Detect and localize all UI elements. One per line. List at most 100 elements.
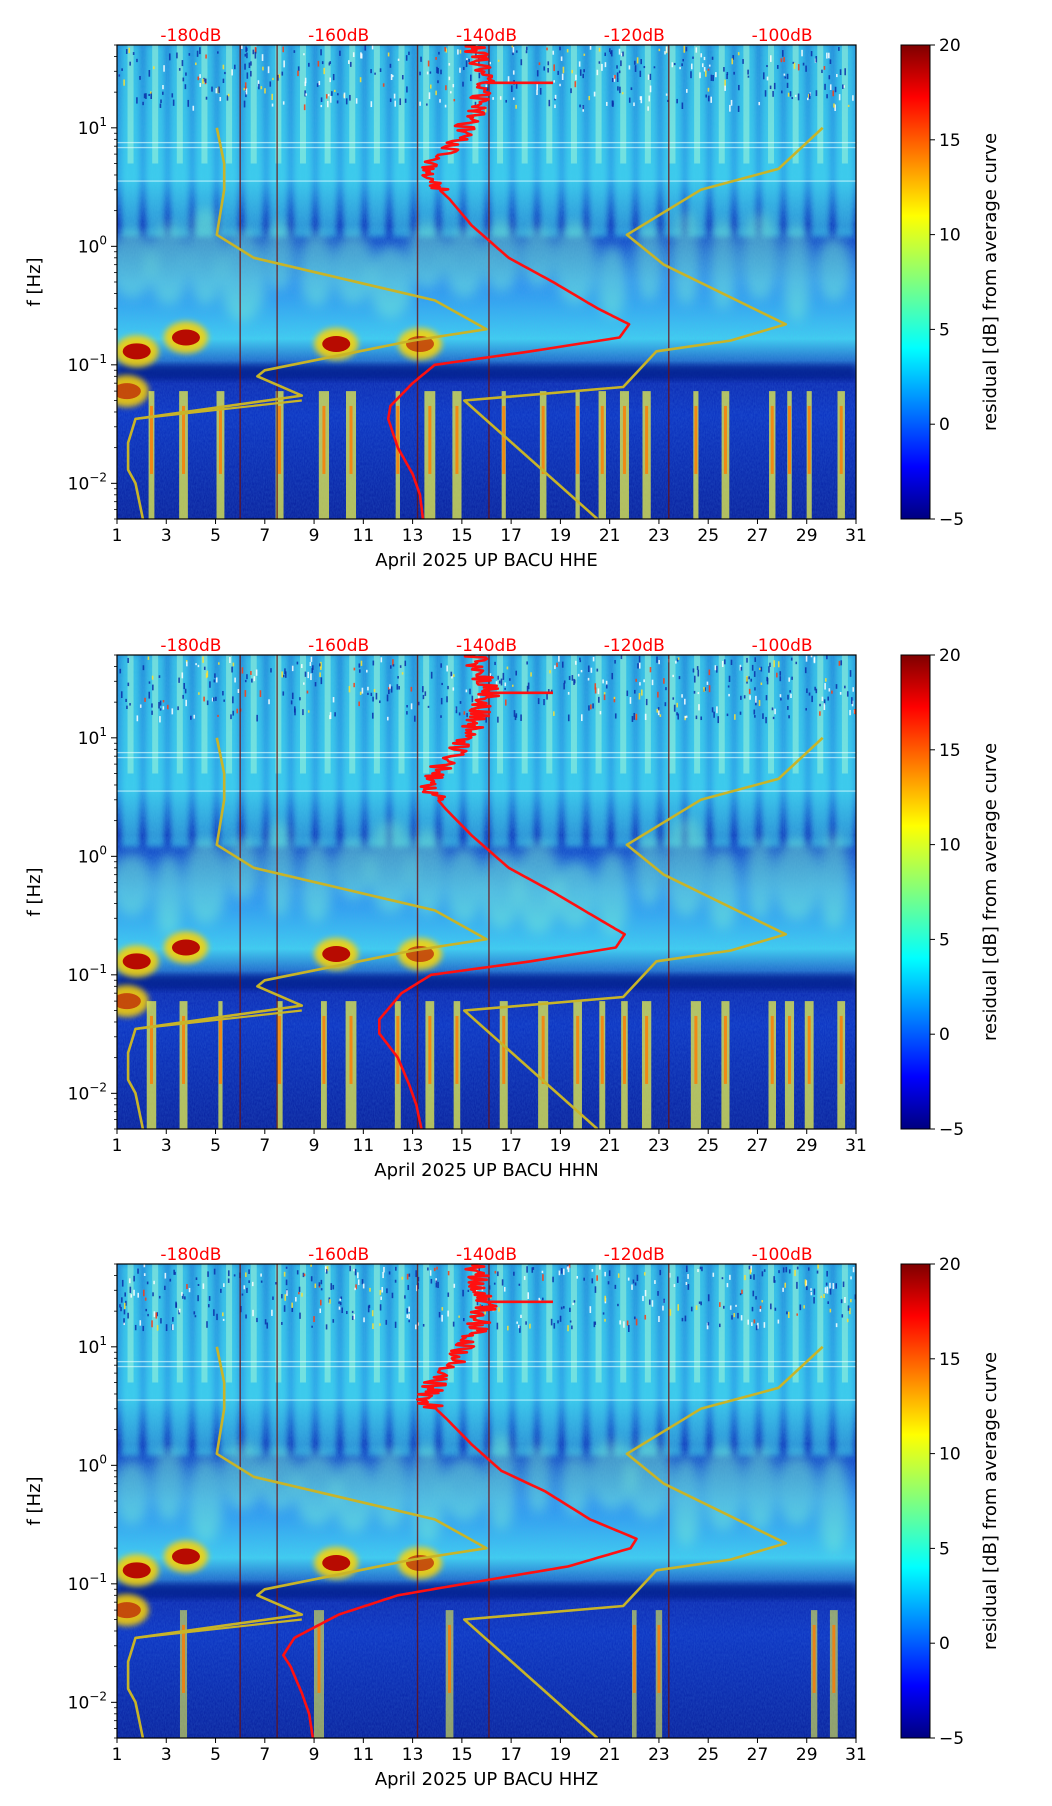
speckle — [338, 1301, 340, 1304]
speckle — [627, 1277, 630, 1281]
speckle — [386, 694, 389, 702]
speckle — [205, 54, 207, 59]
speckle — [572, 1302, 574, 1306]
speckle — [387, 52, 390, 57]
daily-noise-band — [564, 1264, 583, 1456]
speckle — [244, 53, 247, 57]
lowfreq-burst-core — [645, 405, 649, 474]
speckle — [705, 70, 707, 77]
lowfreq-burst-core — [770, 405, 774, 474]
y-tick-exponent: 1 — [99, 725, 107, 739]
speckle — [829, 59, 832, 65]
daily-noise-band — [392, 1264, 411, 1456]
speckle — [417, 701, 420, 706]
speckle — [714, 665, 717, 671]
lowfreq-burst-core — [694, 405, 698, 474]
x-tick-label: 21 — [599, 1745, 621, 1765]
average-psd-curve — [377, 655, 627, 1129]
speckle — [781, 90, 783, 94]
speckle — [497, 1271, 499, 1277]
speckle — [462, 1289, 464, 1297]
speckle — [684, 715, 687, 719]
speckle — [132, 52, 135, 55]
speckle — [653, 66, 656, 69]
speckle — [349, 1265, 351, 1272]
lowfreq-burst-core — [278, 405, 282, 474]
lowfreq-burst-core — [839, 1015, 843, 1084]
speckle — [270, 668, 272, 673]
speckle — [512, 52, 514, 56]
speckle — [826, 1270, 828, 1277]
x-tick-label: 11 — [353, 526, 375, 546]
speckle — [829, 1282, 831, 1289]
speckle — [218, 86, 220, 93]
daily-noise-band — [712, 1264, 731, 1456]
speckle — [711, 707, 714, 713]
speckle — [304, 77, 307, 84]
speckle — [329, 95, 332, 103]
speckle — [773, 660, 776, 668]
speckle — [196, 50, 199, 57]
speckle — [676, 702, 678, 708]
daily-noise-band — [466, 45, 485, 237]
daily-noise-band — [540, 1264, 559, 1456]
speckle — [162, 85, 164, 90]
speckle — [835, 1323, 838, 1328]
speckle — [747, 69, 749, 75]
lowfreq-burst-core — [455, 1015, 459, 1084]
speckle — [783, 57, 785, 62]
speckle — [793, 62, 796, 69]
speckle — [748, 688, 751, 695]
speckle — [556, 662, 558, 668]
speckle — [223, 699, 225, 702]
low-band — [117, 1583, 856, 1599]
x-tick-label: 21 — [599, 1136, 621, 1156]
speckle — [550, 689, 553, 693]
speckle — [602, 679, 604, 684]
speckle — [148, 691, 151, 699]
speckle — [475, 53, 477, 57]
speckle — [404, 1295, 406, 1299]
lowfreq-burst-core — [787, 405, 791, 474]
microseism-blob — [776, 1454, 818, 1526]
daily-noise-band — [589, 655, 608, 847]
speckle — [631, 1284, 633, 1290]
speckle — [834, 104, 836, 112]
x-tick-label: 7 — [259, 1745, 270, 1765]
y-tick-base: 10 — [68, 474, 90, 494]
speckle — [695, 715, 698, 720]
speckle — [777, 1319, 780, 1324]
speckle — [786, 82, 789, 88]
speckle — [272, 1296, 274, 1300]
speckle — [445, 85, 447, 91]
speckle — [640, 96, 643, 104]
speckle — [657, 707, 660, 711]
speckle — [651, 1300, 654, 1307]
speckle — [685, 715, 688, 718]
daily-noise-core — [718, 1264, 725, 1383]
speckle — [780, 58, 783, 63]
speckle — [782, 1287, 784, 1292]
y-tick-exponent: 0 — [99, 843, 107, 857]
speckle — [498, 680, 501, 684]
speckle — [304, 90, 306, 97]
speckle — [310, 656, 313, 662]
speckle — [125, 1300, 127, 1306]
daily-noise-band — [491, 1264, 510, 1456]
speckle — [162, 706, 165, 710]
speckle — [262, 66, 264, 71]
daily-noise-band — [663, 1264, 682, 1456]
lowfreq-burst-core — [576, 405, 580, 474]
speckle — [468, 58, 470, 63]
speckle — [733, 71, 735, 75]
microseism-blob — [818, 1455, 850, 1554]
speckle — [772, 716, 775, 720]
speckle — [581, 714, 583, 722]
daily-noise-core — [423, 655, 430, 774]
speckle — [160, 99, 162, 104]
speckle — [740, 695, 742, 700]
speckle — [659, 1269, 662, 1276]
daily-noise-band — [564, 45, 583, 237]
speckle — [286, 1290, 288, 1296]
speckle — [635, 678, 637, 682]
